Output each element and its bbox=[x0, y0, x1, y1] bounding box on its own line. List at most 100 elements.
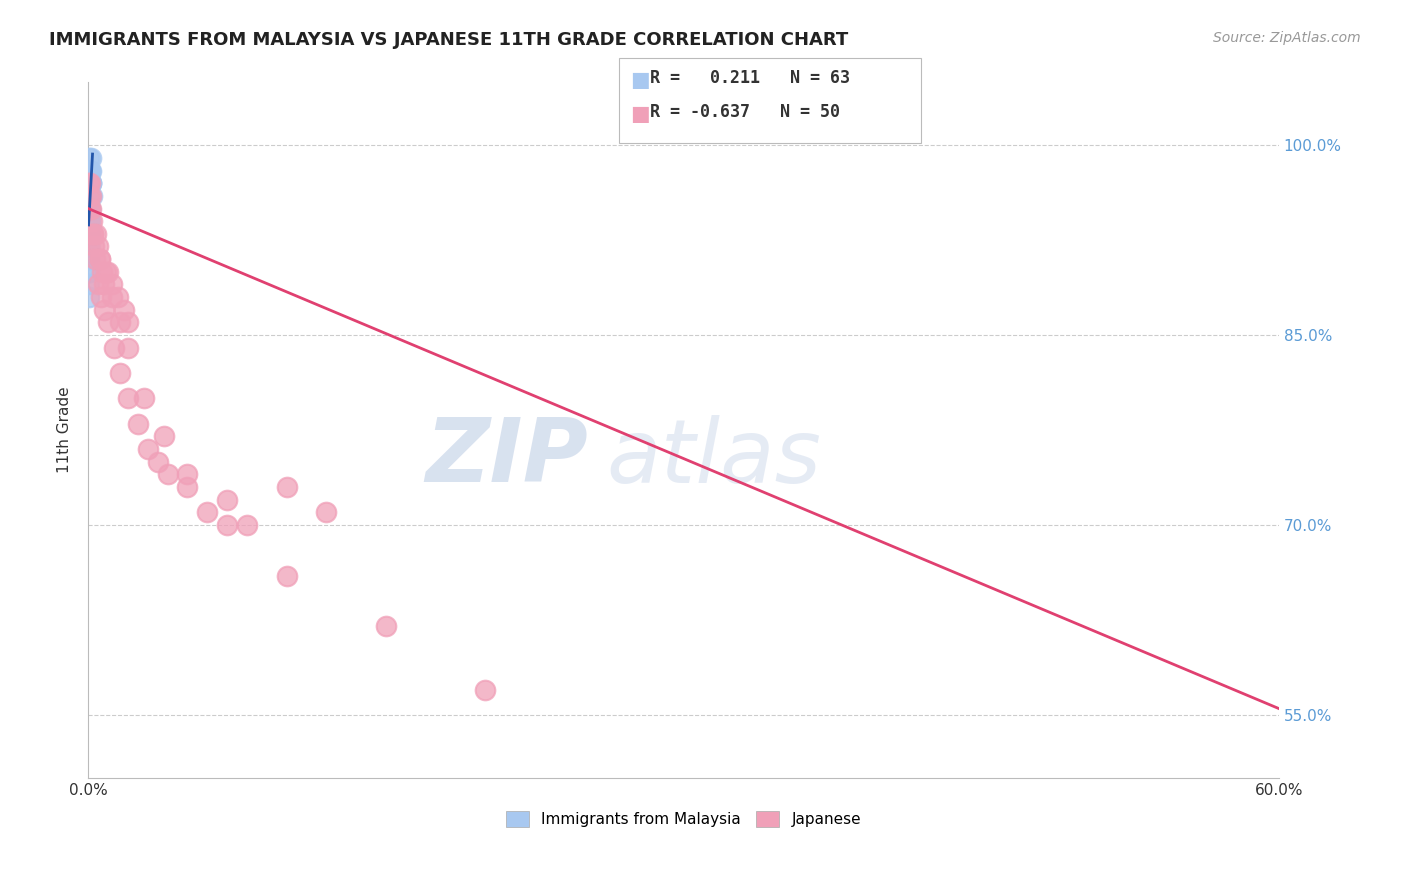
Point bbox=[77, 227, 100, 241]
Point bbox=[276, 480, 298, 494]
Point bbox=[79, 176, 101, 190]
Point bbox=[79, 202, 101, 216]
Point bbox=[152, 429, 174, 443]
Point bbox=[93, 277, 115, 292]
Point bbox=[77, 176, 100, 190]
Point bbox=[79, 189, 101, 203]
Point bbox=[79, 202, 101, 216]
Text: atlas: atlas bbox=[606, 415, 821, 501]
Point bbox=[236, 518, 259, 533]
Point bbox=[77, 202, 100, 216]
Point bbox=[77, 202, 100, 216]
Point bbox=[77, 189, 100, 203]
Point bbox=[77, 265, 100, 279]
Point bbox=[79, 163, 101, 178]
Text: Source: ZipAtlas.com: Source: ZipAtlas.com bbox=[1213, 31, 1361, 45]
Point bbox=[89, 252, 111, 267]
Point bbox=[94, 265, 117, 279]
Point bbox=[80, 151, 103, 165]
Point bbox=[77, 189, 100, 203]
Text: IMMIGRANTS FROM MALAYSIA VS JAPANESE 11TH GRADE CORRELATION CHART: IMMIGRANTS FROM MALAYSIA VS JAPANESE 11T… bbox=[49, 31, 848, 49]
Point bbox=[77, 290, 100, 304]
Point bbox=[79, 202, 101, 216]
Point bbox=[132, 392, 155, 406]
Point bbox=[79, 202, 101, 216]
Point bbox=[77, 214, 100, 228]
Point bbox=[90, 290, 112, 304]
Point bbox=[107, 290, 129, 304]
Point bbox=[176, 467, 198, 482]
Point bbox=[79, 202, 101, 216]
Point bbox=[80, 202, 103, 216]
Point bbox=[79, 176, 101, 190]
Point bbox=[79, 239, 101, 253]
Point bbox=[77, 252, 100, 267]
Point bbox=[84, 227, 107, 241]
Point bbox=[80, 163, 103, 178]
Text: R = -0.637   N = 50: R = -0.637 N = 50 bbox=[650, 103, 839, 120]
Text: ZIP: ZIP bbox=[426, 415, 588, 501]
Point bbox=[136, 442, 159, 456]
Point bbox=[79, 176, 101, 190]
Point bbox=[79, 189, 101, 203]
Point bbox=[91, 265, 114, 279]
Point bbox=[80, 189, 103, 203]
Point bbox=[77, 202, 100, 216]
Point bbox=[79, 176, 101, 190]
Point bbox=[146, 455, 169, 469]
Point bbox=[79, 202, 101, 216]
Point bbox=[77, 214, 100, 228]
Point bbox=[79, 176, 101, 190]
Point bbox=[77, 202, 100, 216]
Point bbox=[217, 492, 239, 507]
Point bbox=[79, 227, 101, 241]
Point bbox=[80, 176, 103, 190]
Point bbox=[97, 315, 120, 329]
Text: ■: ■ bbox=[630, 104, 650, 124]
Point bbox=[79, 227, 101, 241]
Point bbox=[79, 214, 101, 228]
Point bbox=[77, 227, 100, 241]
Point bbox=[117, 392, 139, 406]
Point bbox=[77, 252, 100, 267]
Text: ■: ■ bbox=[630, 70, 650, 90]
Point bbox=[79, 189, 101, 203]
Point bbox=[93, 302, 115, 317]
Point bbox=[79, 214, 101, 228]
Point bbox=[77, 239, 100, 253]
Point bbox=[77, 214, 100, 228]
Point bbox=[87, 277, 110, 292]
Point bbox=[77, 176, 100, 190]
Point bbox=[77, 214, 100, 228]
Y-axis label: 11th Grade: 11th Grade bbox=[58, 387, 72, 474]
Point bbox=[315, 505, 337, 519]
Point bbox=[87, 239, 110, 253]
Point bbox=[79, 163, 101, 178]
Point bbox=[156, 467, 179, 482]
Point bbox=[79, 189, 101, 203]
Point bbox=[77, 265, 100, 279]
Point bbox=[77, 277, 100, 292]
Point bbox=[127, 417, 149, 431]
Point bbox=[82, 227, 104, 241]
Point bbox=[176, 480, 198, 494]
Text: R =   0.211   N = 63: R = 0.211 N = 63 bbox=[650, 69, 849, 87]
Point bbox=[77, 163, 100, 178]
Point bbox=[77, 176, 100, 190]
Point bbox=[276, 568, 298, 582]
Point bbox=[77, 176, 100, 190]
Point bbox=[112, 302, 135, 317]
Point bbox=[77, 189, 100, 203]
Point bbox=[82, 227, 104, 241]
Point bbox=[101, 277, 124, 292]
Point bbox=[101, 290, 124, 304]
Point bbox=[83, 239, 105, 253]
Point bbox=[77, 163, 100, 178]
Point bbox=[79, 176, 101, 190]
Point bbox=[79, 176, 101, 190]
Point bbox=[474, 682, 496, 697]
Point bbox=[79, 176, 101, 190]
Point bbox=[77, 214, 100, 228]
Point bbox=[77, 151, 100, 165]
Point bbox=[89, 252, 111, 267]
